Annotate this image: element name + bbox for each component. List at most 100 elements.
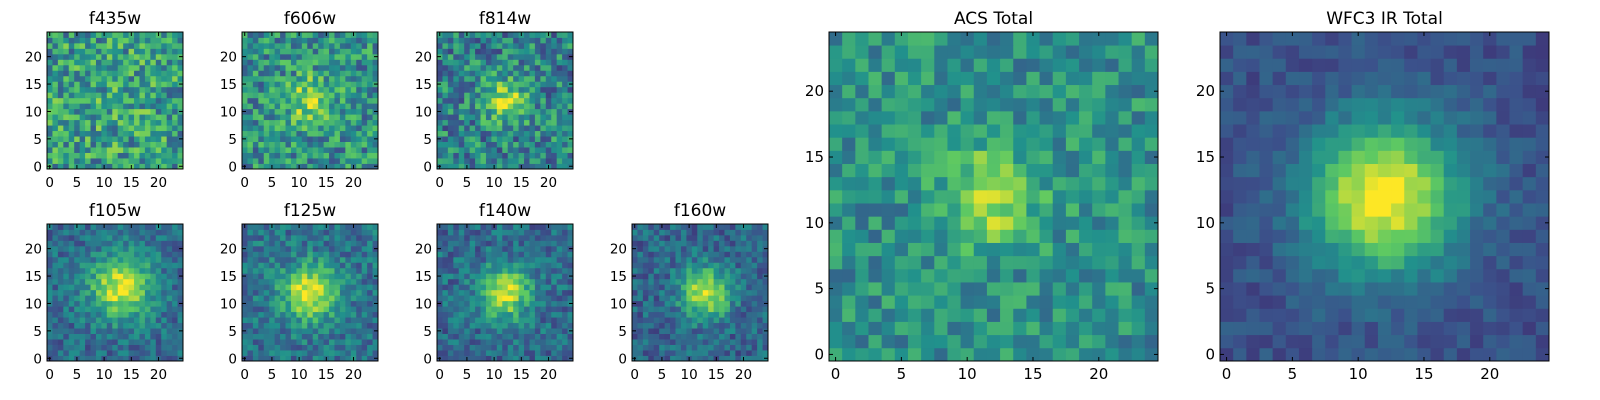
heatmap-cell (112, 97, 119, 104)
heatmap-cell (1065, 163, 1080, 178)
heatmap-cell (740, 317, 747, 324)
heatmap-cell (757, 273, 763, 280)
heatmap-cell (52, 289, 59, 296)
heatmap-cell (475, 278, 481, 285)
heatmap-cell (361, 114, 368, 121)
heatmap-cell (496, 136, 503, 142)
heatmap-cell (252, 322, 259, 329)
heatmap-cell (855, 268, 869, 283)
heatmap-cell (524, 130, 530, 137)
heatmap-cell (496, 81, 503, 88)
heatmap-cell (339, 163, 346, 170)
heatmap-cell (485, 42, 492, 49)
heatmap-cell (150, 64, 157, 71)
heatmap-cell (318, 141, 324, 148)
heatmap-cell (659, 256, 666, 263)
heatmap-cell (106, 64, 113, 71)
heatmap-cell (551, 267, 558, 274)
heatmap-cell (562, 114, 568, 121)
heatmap-cell (85, 339, 91, 345)
heatmap-cell (117, 344, 124, 351)
heatmap-cell (372, 64, 379, 71)
heatmap-cell (464, 339, 471, 345)
heatmap-cell (285, 125, 292, 132)
heatmap-cell (79, 234, 86, 241)
heatmap-cell (829, 216, 843, 230)
heatmap-cell (442, 64, 449, 71)
heatmap-cell (52, 311, 59, 318)
heatmap-cell (290, 273, 297, 280)
heatmap-cell (507, 48, 514, 55)
heatmap-cell (513, 317, 519, 324)
heatmap-cell (367, 300, 373, 307)
heatmap-cell (907, 321, 922, 336)
heatmap-cell (312, 114, 319, 121)
heatmap-cell (323, 234, 330, 241)
heatmap-cell (155, 333, 162, 340)
heatmap-cell (139, 311, 146, 318)
heatmap-cell (518, 108, 525, 115)
heatmap-cell (524, 278, 530, 285)
heatmap-cell (702, 322, 709, 329)
heatmap-cell (1065, 216, 1080, 230)
heatmap-cell (986, 189, 1001, 204)
heatmap-cell (986, 334, 1001, 349)
heatmap-cell (719, 322, 725, 329)
heatmap-cell (247, 289, 254, 296)
heatmap-cell (323, 333, 330, 340)
heatmap-cell (252, 333, 259, 340)
heatmap-cell (437, 86, 443, 93)
heatmap-cell (117, 339, 124, 345)
heatmap-cell (68, 229, 75, 236)
heatmap-cell (334, 300, 341, 307)
heatmap-cell (491, 64, 498, 71)
heatmap-cell (670, 224, 676, 230)
heatmap-cell (453, 130, 460, 137)
heatmap-cell (285, 158, 292, 164)
heatmap-cell (907, 268, 922, 283)
heatmap-cell (323, 75, 330, 82)
heatmap-cell (719, 262, 725, 269)
heatmap-cell (252, 328, 259, 334)
heatmap-cell (697, 234, 704, 241)
heatmap-cell (442, 240, 449, 247)
heatmap-cell (350, 97, 357, 104)
heatmap-cell (740, 289, 747, 296)
heatmap-cell (757, 224, 763, 230)
heatmap-cell (642, 322, 649, 329)
heatmap-cell (263, 311, 270, 318)
heatmap-cell (85, 147, 91, 153)
heatmap-cell (642, 306, 649, 313)
heatmap-cell (437, 317, 443, 324)
heatmap-cell (502, 317, 509, 324)
heatmap-cell (139, 300, 146, 307)
heatmap-cell (762, 256, 769, 263)
heatmap-cell (464, 141, 471, 148)
heatmap-cell (458, 75, 465, 82)
heatmap-cell (648, 229, 655, 236)
heatmap-cell (155, 322, 162, 329)
heatmap-cell (101, 59, 108, 66)
heatmap-cell (746, 350, 753, 356)
heatmap-cell (57, 53, 64, 60)
heatmap-cell (144, 147, 151, 153)
heatmap-cell (697, 311, 704, 318)
heatmap-cell (161, 32, 168, 38)
heatmap-cell (296, 245, 303, 252)
heatmap-cell (475, 229, 481, 236)
heatmap-cell (513, 81, 519, 88)
heatmap-cell (63, 350, 70, 356)
heatmap-cell (52, 48, 59, 55)
heatmap-cell (480, 114, 487, 121)
heatmap-cell (713, 240, 720, 247)
heatmap-cell (540, 42, 547, 49)
heatmap-cell (829, 176, 843, 191)
heatmap-cell (101, 141, 108, 148)
heatmap-cell (540, 295, 547, 302)
heatmap-cell (269, 350, 276, 356)
heatmap-cell (713, 339, 720, 345)
heatmap-cell (534, 130, 541, 137)
heatmap-cell (242, 289, 248, 296)
heatmap-cell (334, 278, 341, 285)
heatmap-cell (637, 350, 644, 356)
